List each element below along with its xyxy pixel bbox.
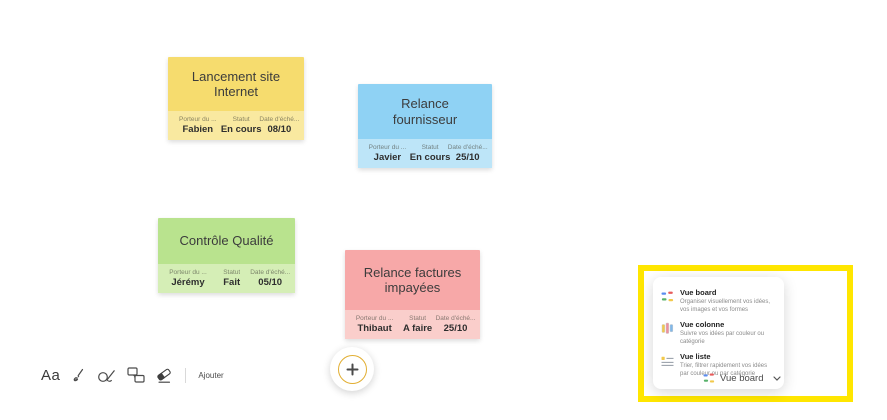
highlight-box xyxy=(638,265,853,402)
field-statut: Statut En cours xyxy=(220,115,262,135)
menu-item-title: Vue colonne xyxy=(680,320,725,330)
field-statut: Statut A faire xyxy=(403,314,433,334)
card-fields: Porteur du ... Thibaut Statut A faire Da… xyxy=(345,310,480,339)
menu-item-vue-board[interactable]: Vue board Organiser visuellement vos idé… xyxy=(661,285,776,317)
column-view-icon xyxy=(661,320,674,346)
field-date: Date d'éché... 25/10 xyxy=(435,314,476,334)
card-relance-fournisseur[interactable]: Relance fournisseur Porteur du ... Javie… xyxy=(358,84,492,168)
card-fields: Porteur du ... Javier Statut En cours Da… xyxy=(358,139,492,168)
list-view-icon xyxy=(661,352,674,378)
card-title: Relance factures impayées xyxy=(363,264,462,295)
menu-item-description: Trier, filtrer rapidement vos idées par … xyxy=(680,363,768,378)
field-statut: Statut En cours xyxy=(409,143,451,163)
field-date: Date d'éché... 25/10 xyxy=(447,143,488,163)
card-title: Contrôle Qualité xyxy=(179,233,274,249)
field-porteur: Porteur du ... Thibaut xyxy=(355,314,394,334)
pen-scribble-icon[interactable] xyxy=(70,367,87,384)
sticky-notes-icon[interactable] xyxy=(127,367,145,383)
board-view-icon xyxy=(703,373,715,384)
toolbar-divider xyxy=(185,367,187,383)
field-porteur: Porteur du ... Jérémy xyxy=(169,268,207,288)
menu-item-description: Suivre vos idées par couleur ou catégori… xyxy=(680,331,765,346)
card-fields: Porteur du ... Fabien Statut En cours Da… xyxy=(168,111,304,140)
card-title: Lancement site Internet xyxy=(191,68,281,99)
field-date: Date d'éché... 05/10 xyxy=(250,268,291,288)
field-porteur: Porteur du ... Javier xyxy=(368,143,407,163)
add-idea-fab[interactable] xyxy=(330,347,374,391)
card-controle-qualite[interactable]: Contrôle Qualité Porteur du ... Jérémy S… xyxy=(158,218,295,293)
field-porteur: Porteur du ... Fabien xyxy=(179,115,217,135)
fab-ring xyxy=(337,354,367,384)
view-selector-label: Vue board xyxy=(720,373,764,384)
add-button[interactable]: Ajouter xyxy=(198,370,224,380)
plus-icon xyxy=(346,363,358,375)
card-fields: Porteur du ... Jérémy Statut Fait Date d… xyxy=(158,264,295,293)
card-relance-factures[interactable]: Relance factures impayées Porteur du ...… xyxy=(345,250,480,339)
menu-item-title: Vue board xyxy=(680,288,717,297)
menu-item-vue-colonne[interactable]: Vue colonne Suivre vos idées par couleur… xyxy=(661,317,776,349)
menu-item-description: Organiser visuellement vos idées, vos im… xyxy=(680,299,771,314)
chevron-down-icon xyxy=(772,376,781,381)
field-date: Date d'éché... 08/10 xyxy=(259,115,300,135)
text-tool-button[interactable]: Aa xyxy=(41,366,61,384)
card-lancement-site[interactable]: Lancement site Internet Porteur du ... F… xyxy=(168,57,304,140)
shape-draw-icon[interactable] xyxy=(97,367,117,383)
view-selector-button[interactable]: Vue board xyxy=(703,370,781,387)
view-menu-popup: Vue board Organiser visuellement vos idé… xyxy=(653,277,784,389)
eraser-icon[interactable] xyxy=(155,367,173,384)
board-view-icon xyxy=(661,288,674,314)
toolbar: Aa xyxy=(41,363,224,387)
card-title: Relance fournisseur xyxy=(392,96,458,127)
menu-item-title: Vue liste xyxy=(680,352,711,362)
menu-item-vue-liste[interactable]: Vue liste Trier, filtrer rapidement vos … xyxy=(661,349,776,381)
field-statut: Statut Fait xyxy=(223,268,241,288)
